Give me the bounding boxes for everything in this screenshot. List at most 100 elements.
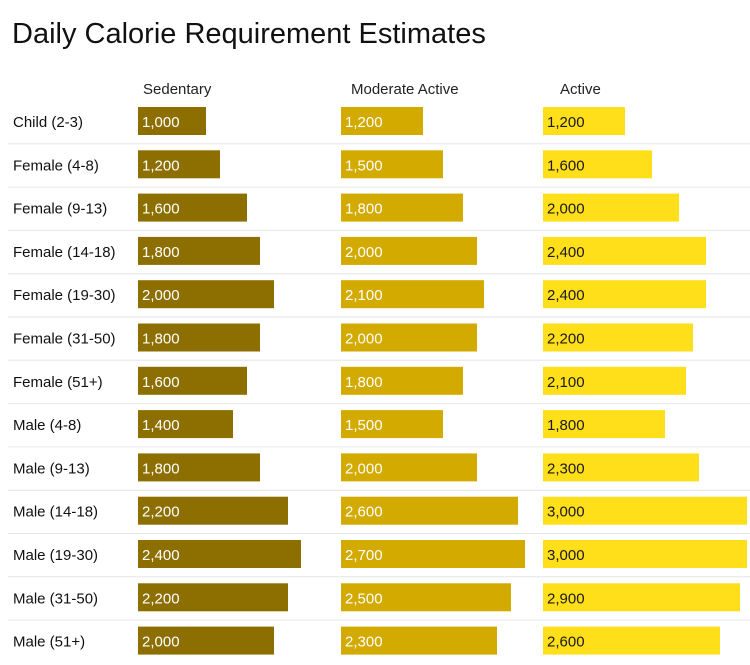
row-label: Male (51+) (13, 634, 85, 651)
column-headers: Sedentary Moderate Active Active (143, 81, 601, 98)
chart-row: Female (14-18) 1,800 2,000 2,400 (8, 229, 750, 265)
bar-2 (543, 280, 706, 309)
bar-value-label: 2,000 (345, 244, 383, 261)
bar-1 (341, 540, 525, 568)
bar-2 (543, 193, 679, 222)
bar-2 (543, 150, 652, 179)
row-label: Male (4-8) (13, 417, 81, 434)
bar-0 (138, 236, 260, 265)
chart-row: Female (31-50) 1,800 2,000 2,200 (8, 316, 750, 352)
bar-2 (543, 410, 665, 439)
bar-value-label: 1,500 (345, 417, 383, 434)
bar-value-label: 1,400 (142, 417, 180, 434)
bar-value-label: 1,600 (142, 201, 180, 218)
bar-value-label: 2,200 (142, 504, 180, 521)
bar-2 (543, 236, 706, 265)
row-label: Male (9-13) (13, 460, 90, 477)
row-label: Female (31-50) (13, 331, 116, 348)
bar-value-label: 2,500 (345, 590, 383, 607)
chart-row: Male (19-30) 2,400 2,700 3,000 (8, 533, 750, 568)
bar-1 (341, 193, 463, 222)
bar-value-label: 2,000 (547, 201, 585, 218)
bar-value-label: 2,900 (547, 590, 585, 607)
bar-0 (138, 410, 233, 439)
bar-value-label: 2,000 (142, 634, 180, 651)
chart-row: Female (51+) 1,600 1,800 2,100 (8, 359, 750, 395)
bar-value-label: 2,000 (345, 460, 383, 477)
bar-0 (138, 366, 247, 395)
bar-value-label: 1,800 (547, 417, 585, 434)
chart-row: Male (14-18) 2,200 2,600 3,000 (8, 489, 750, 525)
bar-value-label: 1,200 (142, 157, 180, 174)
bar-value-label: 1,800 (345, 201, 383, 218)
chart-row: Child (2-3) 1,000 1,200 1,200 (13, 107, 625, 135)
row-label: Male (19-30) (13, 547, 98, 564)
chart-row: Male (4-8) 1,400 1,500 1,800 (8, 403, 750, 439)
bar-2 (543, 496, 747, 525)
chart-rows: Child (2-3) 1,000 1,200 1,200 Female (4-8) 1,… (8, 107, 750, 655)
bar-2 (543, 583, 740, 612)
bar-value-label: 2,000 (345, 331, 383, 348)
bar-0 (138, 540, 301, 568)
bar-value-label: 2,400 (547, 287, 585, 304)
bar-0 (138, 150, 220, 179)
bar-value-label: 1,800 (142, 244, 180, 261)
bar-value-label: 2,600 (345, 504, 383, 521)
column-header-2: Active (560, 81, 601, 98)
bar-0 (138, 626, 274, 655)
bar-value-label: 2,100 (547, 374, 585, 391)
bar-value-label: 1,600 (142, 374, 180, 391)
bar-1 (341, 410, 443, 439)
row-label: Male (14-18) (13, 504, 98, 521)
bar-value-label: 2,100 (345, 287, 383, 304)
row-label: Female (51+) (13, 374, 103, 391)
chart-row: Male (9-13) 1,800 2,000 2,300 (8, 446, 750, 482)
chart-row: Male (31-50) 2,200 2,500 2,900 (8, 576, 750, 612)
chart-row: Female (4-8) 1,200 1,500 1,600 (8, 143, 750, 179)
row-label: Female (19-30) (13, 287, 116, 304)
bar-value-label: 3,000 (547, 547, 585, 564)
row-label: Female (9-13) (13, 201, 107, 218)
bar-1 (341, 583, 511, 612)
bar-1 (341, 150, 443, 179)
column-header-1: Moderate Active (351, 81, 459, 98)
chart-title: Daily Calorie Requirement Estimates (12, 18, 486, 50)
bar-2 (543, 366, 686, 395)
bar-1 (341, 323, 477, 352)
bar-1 (341, 366, 463, 395)
bar-0 (138, 453, 260, 482)
row-label: Male (31-50) (13, 590, 98, 607)
bar-1 (341, 107, 423, 135)
bar-value-label: 2,400 (142, 547, 180, 564)
bar-0 (138, 496, 288, 525)
row-label: Child (2-3) (13, 114, 83, 131)
bar-value-label: 2,700 (345, 547, 383, 564)
bar-2 (543, 323, 693, 352)
chart-row: Female (19-30) 2,000 2,100 2,400 (8, 273, 750, 309)
bar-value-label: 1,200 (345, 114, 383, 131)
column-header-0: Sedentary (143, 81, 212, 98)
row-label: Female (14-18) (13, 244, 116, 261)
bar-0 (138, 280, 274, 309)
bar-0 (138, 107, 206, 135)
bar-1 (341, 626, 497, 655)
bar-1 (341, 236, 477, 265)
row-label: Female (4-8) (13, 157, 99, 174)
bar-value-label: 1,500 (345, 157, 383, 174)
bar-value-label: 1,800 (345, 374, 383, 391)
bar-0 (138, 323, 260, 352)
bar-1 (341, 453, 477, 482)
bar-value-label: 2,600 (547, 634, 585, 651)
bar-1 (341, 280, 484, 309)
bar-value-label: 1,200 (547, 114, 585, 131)
bar-2 (543, 540, 747, 568)
bar-1 (341, 496, 518, 525)
bar-value-label: 1,800 (142, 331, 180, 348)
bar-2 (543, 626, 720, 655)
bar-0 (138, 193, 247, 222)
bar-value-label: 2,200 (547, 331, 585, 348)
bar-2 (543, 453, 699, 482)
bar-value-label: 1,800 (142, 460, 180, 477)
bar-value-label: 2,400 (547, 244, 585, 261)
